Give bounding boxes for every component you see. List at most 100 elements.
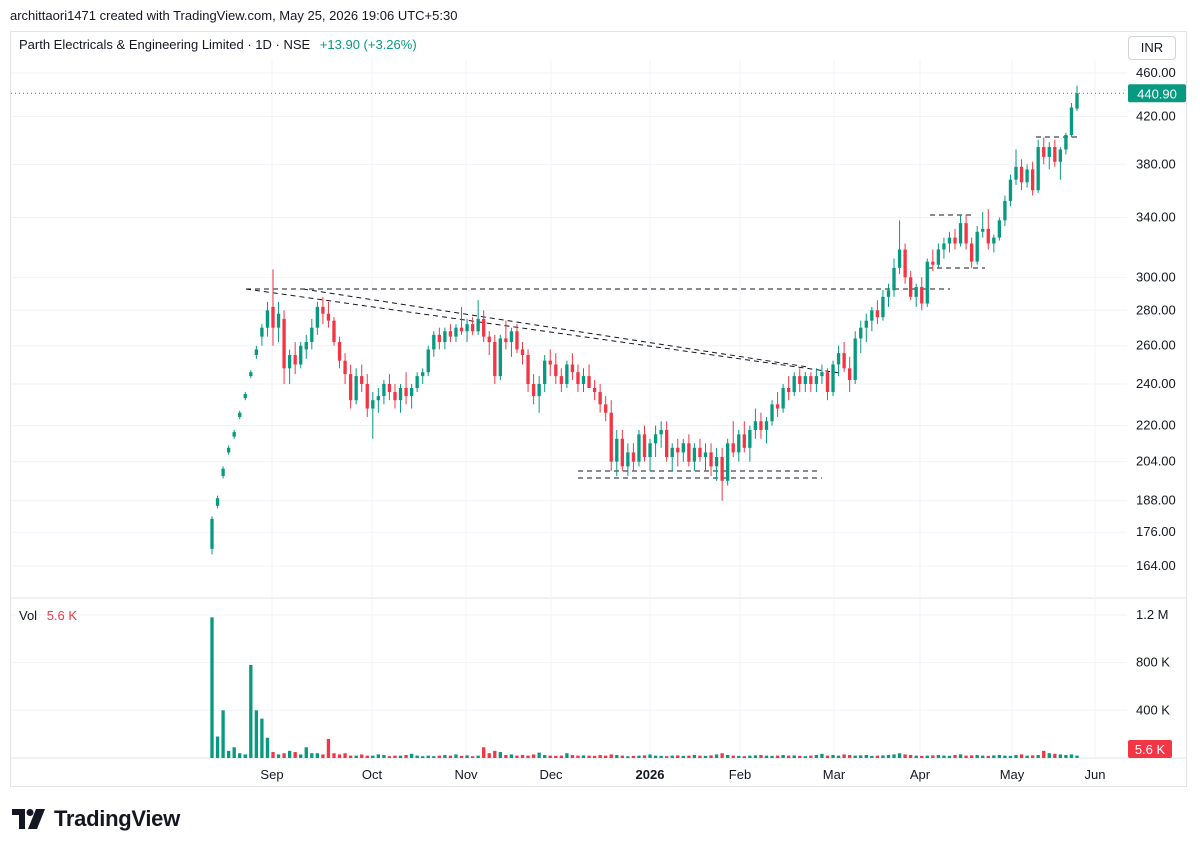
candle-body (798, 376, 802, 384)
volume-bar (825, 755, 830, 758)
candle-body (282, 318, 286, 369)
volume-bar (659, 755, 663, 758)
volume-bar (304, 747, 308, 758)
candle-body (537, 383, 541, 397)
candle-body (881, 296, 885, 318)
candle-body (210, 518, 214, 549)
candle-body (676, 447, 680, 453)
candle-body (809, 376, 813, 384)
candle-body (587, 376, 591, 388)
candle-body (565, 364, 569, 384)
brand-name: TradingView (54, 806, 180, 831)
volume-bar (343, 753, 347, 758)
candle-body (548, 360, 552, 365)
candle-body (642, 434, 647, 458)
candle-body (1003, 200, 1007, 221)
volume-bar (920, 755, 924, 758)
volume-bar (459, 755, 464, 758)
candle-body (382, 383, 386, 397)
volume-bar (415, 755, 419, 758)
volume-bar (1019, 754, 1024, 758)
price-tick-label: 420.00 (1136, 108, 1176, 123)
candle-body (781, 387, 785, 409)
candle-body (454, 327, 458, 337)
volume-bar (914, 755, 918, 758)
volume-bar (986, 755, 990, 758)
candle-body (482, 318, 486, 337)
candle-body (947, 237, 952, 244)
candle-body (665, 429, 669, 458)
tradingview-logo[interactable]: TradingView (12, 806, 180, 832)
volume-bar (842, 754, 846, 758)
candle-body (714, 457, 719, 467)
candle-body (931, 261, 935, 265)
volume-bar (864, 755, 868, 758)
tradingview-logo-icon (12, 809, 45, 829)
volume-bar (254, 710, 259, 758)
candle-body (415, 376, 419, 388)
candle-body (709, 452, 713, 467)
volume-bar (337, 754, 342, 758)
volume-bar (609, 754, 613, 758)
price-volume-chart[interactable]: 460.00 420.00 380.00 340.00 300.00 280.00 260.… (0, 0, 1200, 790)
candle-body (260, 327, 264, 337)
volume-bar (886, 755, 891, 758)
candle-body (498, 338, 502, 377)
candle-body (515, 331, 519, 350)
price-tick-label: 220.00 (1136, 418, 1176, 433)
candle-body (637, 434, 641, 462)
volume-bar (875, 755, 880, 758)
candle-body (576, 372, 580, 384)
candle-body (903, 249, 907, 278)
candle-body (287, 355, 292, 369)
candle-body (692, 447, 697, 462)
volume-bar (787, 755, 791, 758)
volume-bar (554, 755, 558, 758)
candle-body (354, 376, 358, 401)
volume-bar (908, 755, 913, 758)
candle-body (1064, 135, 1068, 150)
volume-bar (903, 754, 907, 758)
volume-bar (731, 755, 735, 758)
volume-bar (964, 755, 968, 758)
volume-bar (515, 755, 519, 758)
candle-body (720, 457, 724, 481)
volume-bar (626, 756, 630, 758)
time-tick-label: Sep (260, 767, 283, 782)
volume-bar (226, 750, 231, 758)
volume-bar (942, 755, 946, 758)
candle-body (908, 277, 913, 297)
volume-bar (803, 756, 807, 758)
volume-bar (703, 755, 708, 758)
candle-body (310, 327, 314, 343)
candle-body (238, 412, 242, 417)
currency-button[interactable]: INR (1128, 36, 1176, 60)
candle-body (897, 249, 902, 268)
volume-bar (321, 754, 325, 758)
price-tick-label: 188.00 (1136, 493, 1176, 508)
candle-body (421, 372, 425, 377)
candle-body (986, 228, 990, 244)
volume-bar (531, 754, 536, 758)
volume-bar (454, 754, 458, 758)
candle-body (958, 223, 963, 244)
candle-body (1069, 107, 1074, 136)
volume-legend: Vol 5.6 K (19, 608, 77, 623)
candle-body (326, 313, 331, 321)
candle-body (592, 387, 597, 393)
volume-bar (1014, 755, 1018, 758)
volume-bar (681, 755, 685, 758)
volume-bar (504, 755, 508, 758)
volume-bar (969, 755, 974, 758)
volume-bar (737, 755, 741, 758)
candle-body (726, 443, 730, 481)
candle-body (698, 447, 702, 458)
volume-bar (1030, 755, 1035, 758)
time-tick-label: Apr (910, 767, 931, 782)
candle-body (526, 355, 530, 384)
volume-bar (238, 753, 242, 758)
candle-body (748, 429, 752, 448)
candle-body (437, 334, 442, 343)
volume-bar (953, 755, 957, 758)
candle-body (337, 342, 342, 361)
